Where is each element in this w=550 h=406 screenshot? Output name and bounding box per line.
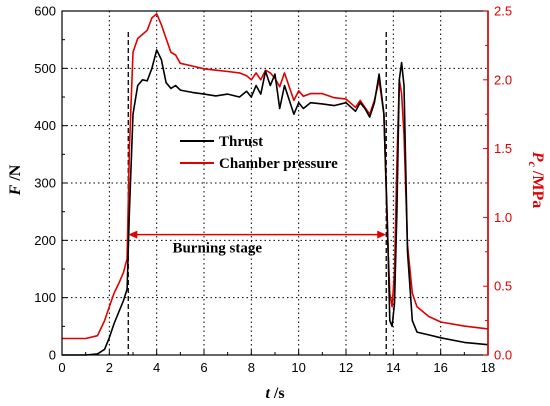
y-axis-title-right: Pc /MPa [526,151,546,208]
burning-stage-boundaries [127,32,387,355]
series-layer [62,13,489,356]
legend: Thrust Chamber pressure [180,134,338,172]
y-left-tick-label: 600 [34,4,56,19]
burning-stage-annotation: Burning stage [128,230,387,257]
x-axis-title: t /s [265,385,284,402]
legend-label: Thrust [219,134,263,150]
y-right-tick-label: 0.5 [494,279,512,294]
series-line-thrust [62,49,489,356]
x-tick-label: 0 [58,360,65,375]
y-left-tick-label: 0 [49,348,56,363]
x-tick-label: 14 [386,360,400,375]
y-right-tick-label: 2.0 [494,72,512,87]
y-right-tick-label: 1.5 [494,141,512,156]
x-tick-label: 4 [153,360,160,375]
legend-label: Chamber pressure [219,156,338,172]
x-tick-label: 12 [339,360,353,375]
y-left-tick-label: 300 [34,176,56,191]
y-axis-title-left: F /N [7,164,24,196]
x-tick-label: 6 [200,360,207,375]
axes: 0 2 4 6 8 10 12 14 16 18 0 100 200 300 400 500 600 0.0 0.5… [34,4,512,376]
y-right-tick-label: 2.5 [494,4,512,19]
y-left-tick-label: 500 [34,61,56,76]
y-right-tick-label: 1.0 [494,210,512,225]
y-left-tick-label: 100 [34,290,56,305]
series-line-chamber-pressure [62,13,489,340]
annotation-arrowhead-left [128,230,138,239]
annotation-label: Burning stage [172,241,262,257]
y-left-tick-label: 400 [34,118,56,133]
x-tick-label: 16 [433,360,447,375]
y-right-tick-label: 0.0 [494,348,512,363]
annotation-arrowhead-right [377,230,387,239]
x-tick-label: 2 [106,360,113,375]
x-tick-label: 18 [481,360,495,375]
y-left-tick-label: 200 [34,233,56,248]
x-tick-label: 10 [291,360,305,375]
x-tick-label: 8 [248,360,255,375]
grid [62,11,488,355]
